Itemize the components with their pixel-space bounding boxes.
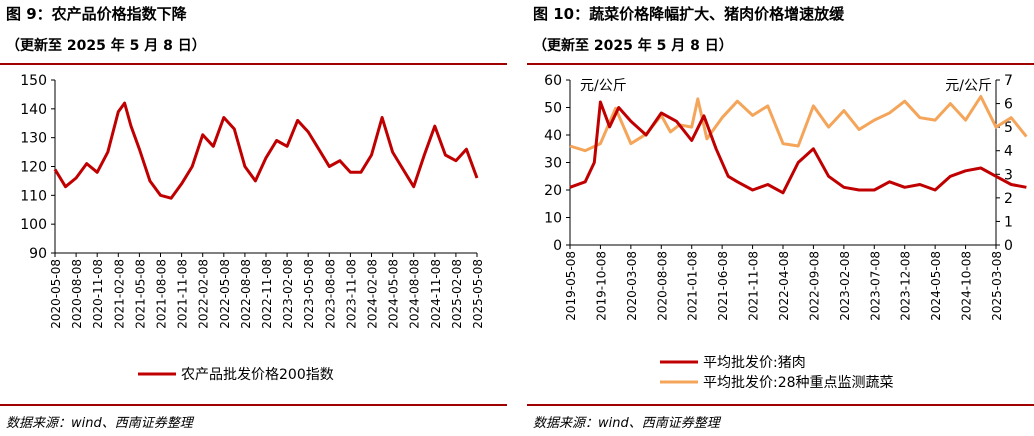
x-tick-label: 2024-08-08 [408,259,422,329]
left-source-note: 数据来源：wind、西南证券整理 [6,416,193,431]
right-y-tick-label: 2 [1004,191,1013,207]
x-tick-label: 2021-11-08 [176,259,190,329]
right-top-rule [527,63,1034,65]
x-tick-label: 2021-01-08 [686,251,700,321]
series-line-vegetables [569,95,1028,153]
left-figure-subtitle: （更新至 2025 年 5 月 8 日） [6,38,206,54]
right-y-tick-label: 5 [1004,120,1013,136]
left-bottom-rule [0,404,507,406]
right-y-tick-label: 0 [1004,238,1013,254]
x-tick-label: 2021-11-08 [747,251,761,321]
right-y-tick-label: 4 [1004,144,1013,160]
series-line-pork [569,100,1027,195]
x-tick-label: 2024-02-08 [366,259,380,329]
series-line-agri-index [53,101,479,200]
left-y-tick-label: 0 [553,238,562,254]
y-tick-label: 100 [20,217,47,233]
x-tick-label: 2022-05-08 [218,259,232,329]
left-y-tick-label: 30 [544,156,562,172]
right-axis-unit-label: 元/公斤 [945,78,992,94]
right-figure-title: 图 10：蔬菜价格降幅扩大、猪肉价格增速放缓 [533,5,845,23]
right-figure-subtitle: （更新至 2025 年 5 月 8 日） [533,38,733,54]
left-y-tick-label: 40 [544,128,562,144]
right-source-note: 数据来源：wind、西南证券整理 [533,416,720,431]
x-tick-label: 2022-09-08 [807,251,821,321]
x-tick-label: 2024-05-08 [929,251,943,321]
x-tick-label: 2025-05-08 [471,259,485,329]
left-figure-title: 图 9：农产品价格指数下降 [6,5,187,23]
x-tick-label: 2023-05-08 [302,259,316,329]
left-y-tick-label: 60 [544,73,562,89]
left-axis-unit-label: 元/公斤 [580,78,627,94]
right-y-tick-label: 3 [1004,167,1013,183]
legend-label-agri-index: 农产品批发价格200指数 [181,367,334,383]
x-tick-label: 2023-08-08 [323,259,337,329]
x-tick-label: 2022-02-08 [197,259,211,329]
x-tick-label: 2024-10-08 [960,251,974,321]
x-tick-label: 2023-02-08 [281,259,295,329]
x-tick-label: 2025-02-08 [450,259,464,329]
y-tick-label: 150 [20,73,47,89]
left-y-tick-label: 20 [544,183,562,199]
y-tick-label: 110 [20,188,47,204]
left-y-tick-label: 50 [544,101,562,117]
y-tick-label: 90 [29,246,47,262]
right-y-tick-label: 7 [1004,73,1013,89]
y-tick-label: 120 [20,160,47,176]
right-y-tick-label: 1 [1004,214,1013,230]
x-tick-label: 2020-05-08 [49,259,63,329]
y-tick-label: 140 [20,102,47,118]
left-figure-panel: 图 9：农产品价格指数下降 （更新至 2025 年 5 月 8 日） 150 14… [0,0,507,436]
x-tick-label: 2021-06-08 [716,251,730,321]
x-tick-label: 2024-05-08 [387,259,401,329]
x-tick-label: 2023-02-08 [838,251,852,321]
x-tick-label: 2022-04-08 [777,251,791,321]
x-tick-label: 2024-11-08 [429,259,443,329]
legend-label-pork: 平均批发价:猪肉 [703,355,806,371]
left-top-rule [0,63,507,65]
y-tick-label: 130 [20,131,47,147]
right-bottom-rule [527,404,1034,406]
x-tick-label: 2020-08-08 [70,259,84,329]
x-tick-label: 2021-08-08 [155,259,169,329]
right-figure-panel: 图 10：蔬菜价格降幅扩大、猪肉价格增速放缓 （更新至 2025 年 5 月 8… [527,0,1034,436]
x-tick-label: 2021-02-08 [112,259,126,329]
x-tick-label: 2023-12-08 [899,251,913,321]
x-tick-label: 2019-05-08 [564,251,578,321]
x-tick-label: 2021-05-08 [133,259,147,329]
x-tick-label: 2023-07-08 [868,251,882,321]
x-tick-label: 2022-08-08 [239,259,253,329]
right-y-tick-label: 6 [1004,97,1013,113]
x-tick-label: 2020-08-08 [655,251,669,321]
x-tick-label: 2022-11-08 [260,259,274,329]
x-tick-label: 2019-10-08 [594,251,608,321]
x-tick-label: 2025-03-08 [990,251,1004,321]
x-tick-label: 2020-11-08 [91,259,105,329]
x-tick-label: 2020-03-08 [625,251,639,321]
x-tick-label: 2023-11-08 [344,259,358,329]
left-y-tick-label: 10 [544,211,562,227]
legend-label-vegetables: 平均批发价:28种重点监测蔬菜 [703,375,894,391]
